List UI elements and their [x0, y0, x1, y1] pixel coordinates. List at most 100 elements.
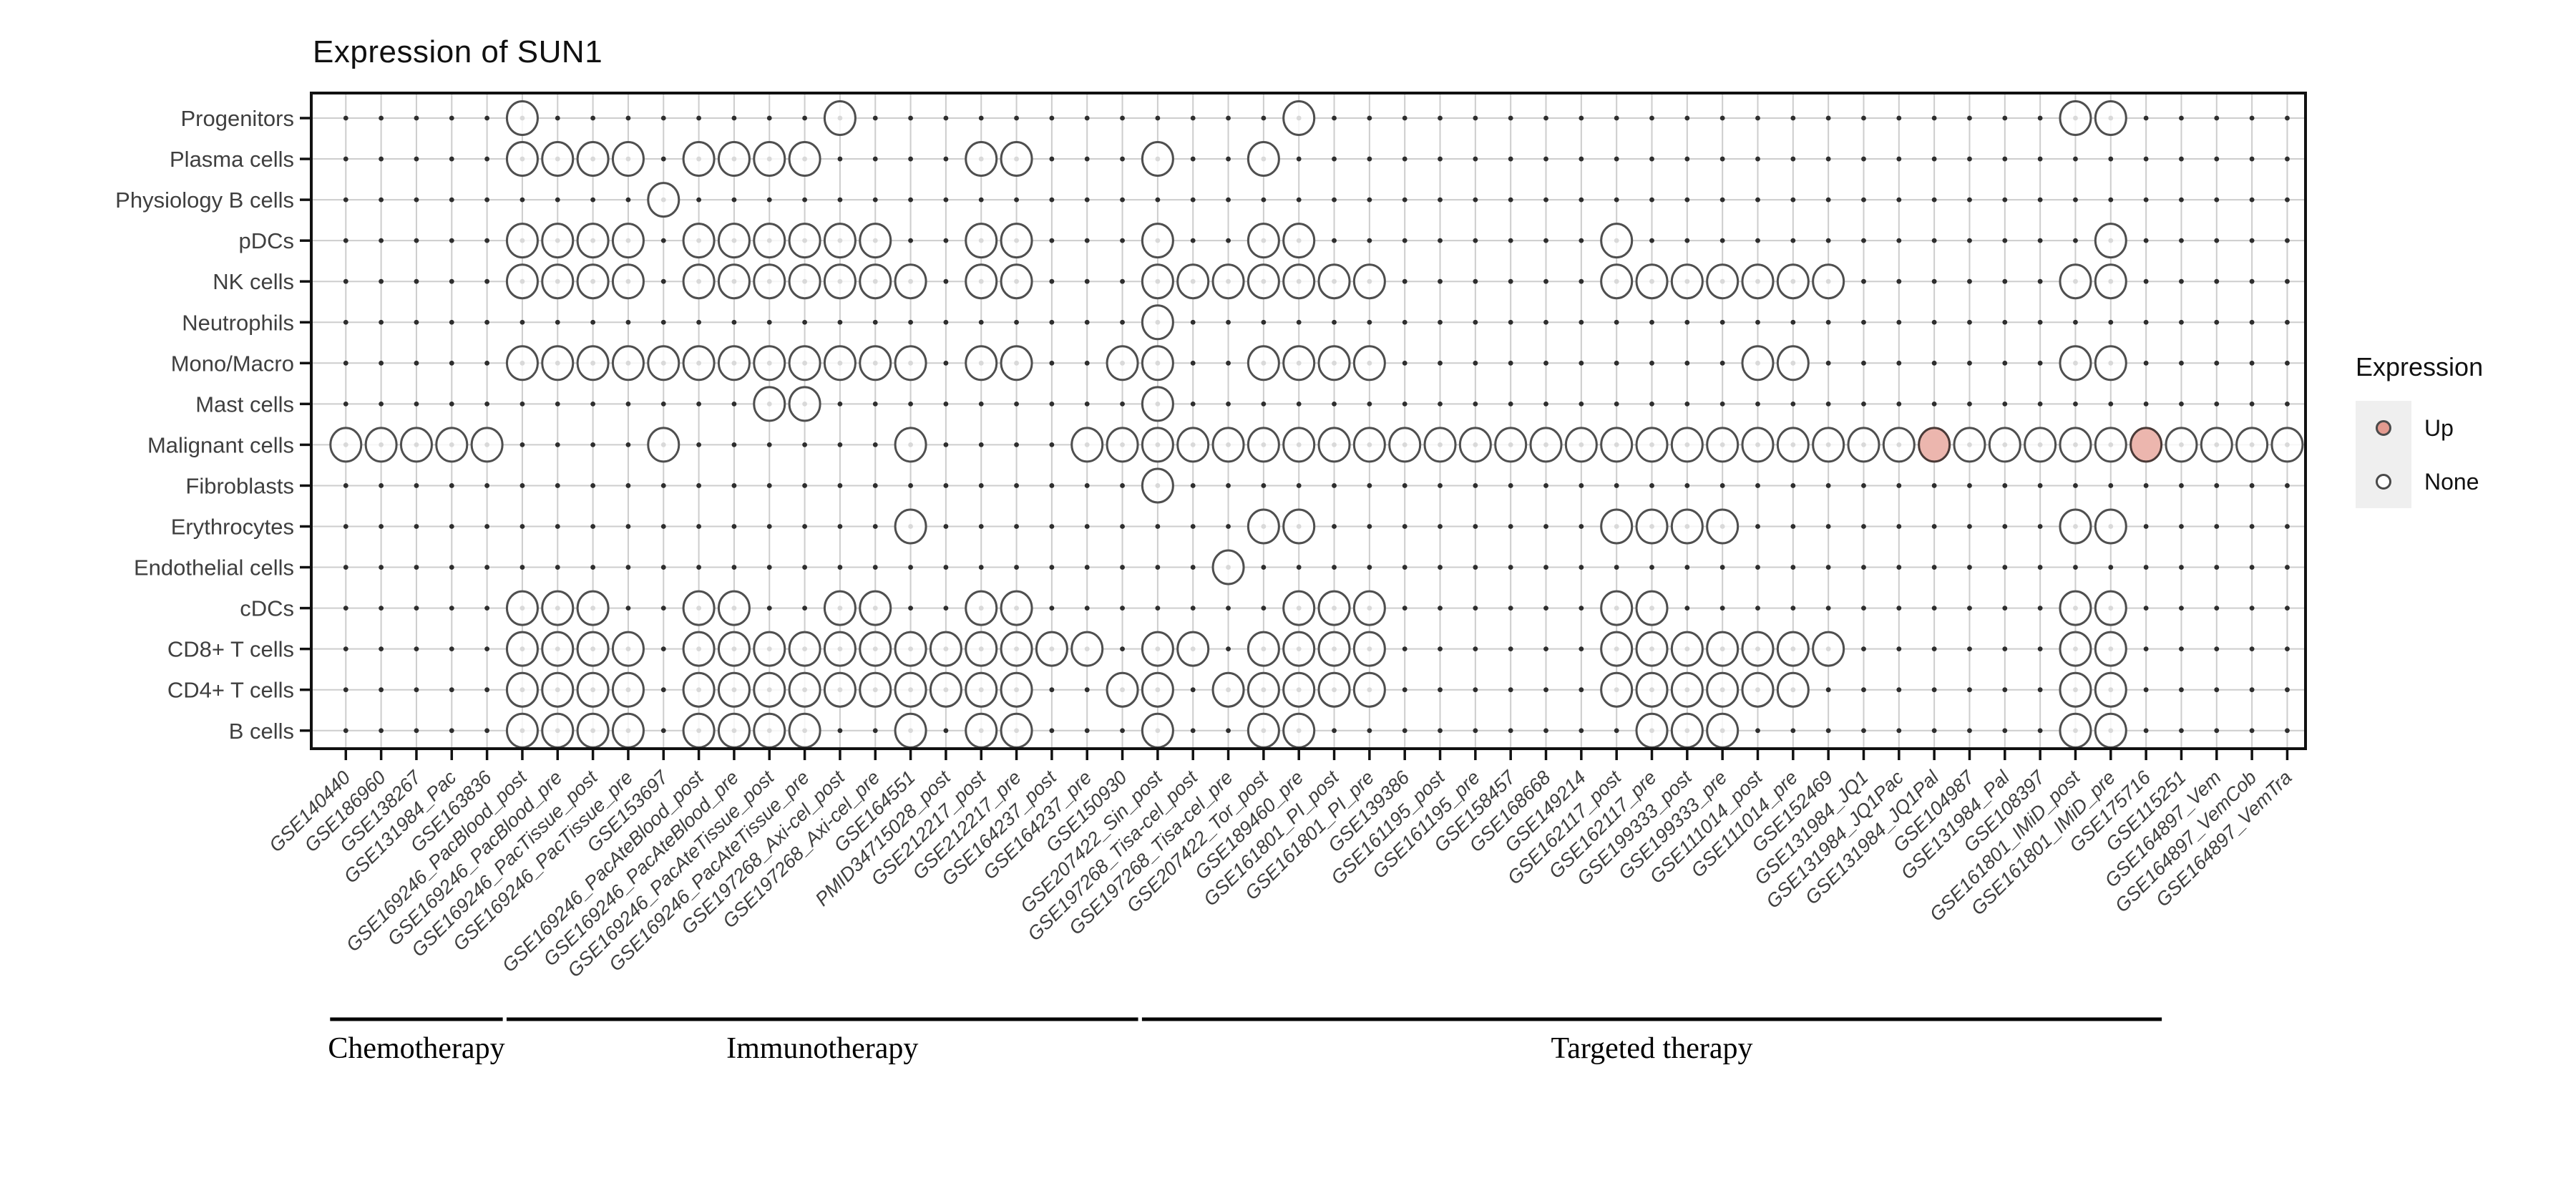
grid-dot	[660, 606, 666, 611]
grid-dot	[1825, 238, 1831, 243]
grid-dot	[2143, 319, 2149, 325]
grid-dot	[1543, 483, 1548, 488]
grid-dot	[343, 606, 348, 611]
grid-dot	[802, 115, 807, 121]
grid-dot	[2143, 360, 2149, 366]
grid-dot	[2002, 565, 2008, 570]
grid-dot	[1543, 728, 1548, 734]
grid-dot	[2037, 524, 2043, 529]
grid-dot	[1084, 156, 1090, 162]
grid-dot	[1508, 524, 1513, 529]
expression-circle-none	[1000, 345, 1033, 381]
expression-circle-none	[1211, 549, 1245, 585]
grid-dot	[1861, 565, 1866, 570]
expression-circle-none	[717, 631, 751, 667]
expression-circle-none	[576, 141, 610, 178]
grid-dot	[1120, 319, 1125, 325]
expression-circle-none	[2094, 590, 2127, 626]
grid-dot	[379, 278, 384, 284]
grid-dot	[519, 197, 525, 203]
grid-dot	[1049, 401, 1055, 407]
expression-circle-none	[929, 671, 962, 708]
expression-circle-none	[753, 345, 786, 381]
expression-circle-none	[682, 631, 716, 667]
grid-dot	[1049, 728, 1055, 734]
grid-dot	[1473, 238, 1478, 243]
grid-dot	[1755, 197, 1760, 203]
grid-dot	[1508, 687, 1513, 693]
expression-circle-none	[788, 345, 821, 381]
expression-circle-none	[1812, 263, 1845, 300]
grid-dot	[1861, 606, 1866, 611]
grid-dot	[1684, 360, 1690, 366]
expression-circle-none	[1635, 427, 1669, 463]
grid-dot	[766, 483, 772, 488]
grid-dot	[1120, 401, 1125, 407]
grid-dot	[1438, 728, 1443, 734]
grid-dot	[1579, 524, 1584, 529]
expression-circle-none	[965, 263, 998, 300]
grid-dot	[1719, 565, 1725, 570]
grid-dot	[1226, 115, 1231, 121]
grid-dot	[660, 156, 666, 162]
expression-circle-none	[576, 712, 610, 749]
grid-dot	[1790, 483, 1796, 488]
expression-circle-none	[2059, 631, 2092, 667]
expression-circle-none	[1635, 671, 1669, 708]
grid-dot	[1120, 565, 1125, 570]
grid-dot	[2249, 319, 2255, 325]
grid-dot	[2002, 238, 2008, 243]
grid-dot	[2214, 606, 2220, 611]
grid-dot	[1014, 565, 1019, 570]
grid-dot	[1790, 606, 1796, 611]
grid-dot	[978, 115, 984, 121]
grid-dot	[2002, 524, 2008, 529]
grid-dot	[1755, 115, 1760, 121]
expression-circle-none	[1141, 223, 1174, 259]
grid-dot	[414, 197, 419, 203]
grid-dot	[1014, 197, 1019, 203]
grid-dot	[449, 565, 454, 570]
grid-dot	[1014, 483, 1019, 488]
grid-dot	[1896, 238, 1902, 243]
y-axis-label: Fibroblasts	[185, 473, 294, 498]
grid-dot	[1261, 115, 1267, 121]
grid-dot	[1332, 565, 1337, 570]
expression-circle-none	[647, 427, 680, 463]
grid-dot	[1508, 565, 1513, 570]
expression-circle-none	[823, 263, 857, 300]
grid-dot	[660, 115, 666, 121]
plot-border	[310, 92, 2307, 750]
expression-circle-none	[1317, 631, 1351, 667]
grid-dot	[943, 524, 949, 529]
grid-dot	[978, 483, 984, 488]
grid-dot	[379, 115, 384, 121]
grid-dot	[2073, 401, 2078, 407]
grid-dot	[1473, 646, 1478, 652]
expression-circle-none	[2059, 712, 2092, 749]
expression-circle-none	[682, 345, 716, 381]
grid-dot	[555, 197, 560, 203]
expression-circle-none	[1352, 427, 1386, 463]
grid-dot	[1508, 728, 1513, 734]
grid-dot	[1084, 401, 1090, 407]
grid-dot	[1896, 565, 1902, 570]
grid-dot	[1543, 156, 1548, 162]
grid-dot	[766, 319, 772, 325]
grid-dot	[1438, 483, 1443, 488]
grid-dot	[519, 524, 525, 529]
grid-dot	[484, 401, 490, 407]
grid-dot	[2285, 646, 2290, 652]
expression-circle-none	[2059, 671, 2092, 708]
expression-circle-none	[1176, 631, 1210, 667]
expression-circle-none	[1670, 508, 1704, 545]
grid-dot	[1084, 238, 1090, 243]
grid-dot	[1226, 156, 1231, 162]
grid-dot	[1438, 524, 1443, 529]
grid-dot	[802, 197, 807, 203]
expression-circle-none	[1352, 263, 1386, 300]
expression-circle-none	[505, 141, 539, 178]
expression-circle-none	[1282, 508, 1316, 545]
grid-dot	[1543, 278, 1548, 284]
therapy-group-label: Chemotherapy	[328, 1032, 504, 1065]
